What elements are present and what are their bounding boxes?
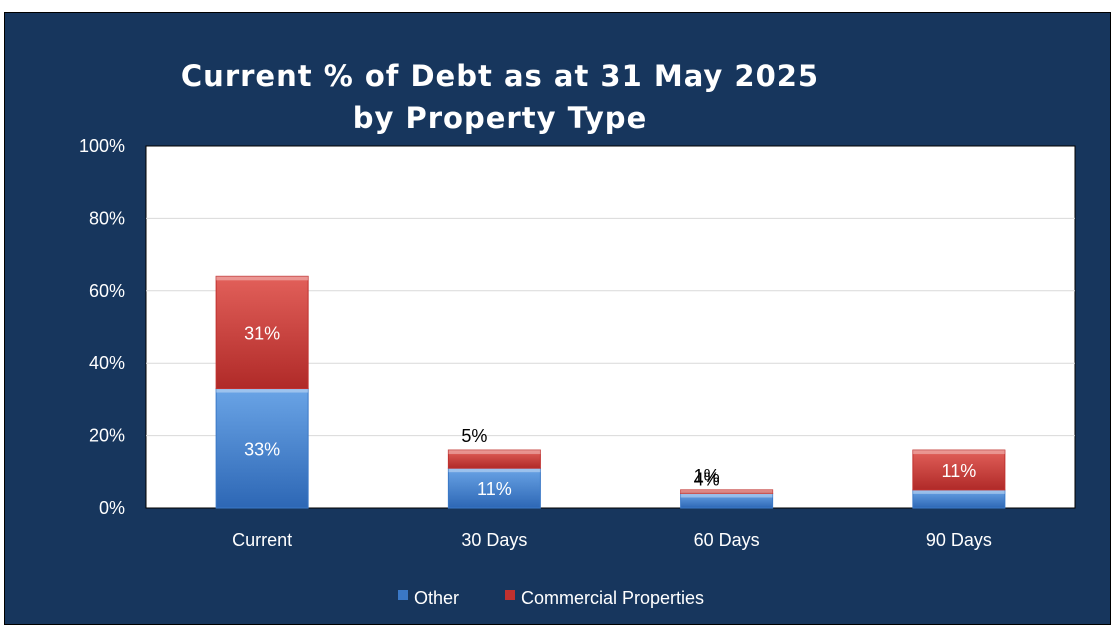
data-label: 1%	[694, 466, 720, 486]
bar-bevel	[680, 489, 773, 494]
x-tick-label: 90 Days	[926, 530, 992, 550]
y-tick-label: 60%	[89, 281, 125, 301]
x-tick-label: 60 Days	[694, 530, 760, 550]
bar-bevel	[216, 276, 309, 281]
data-label: 11%	[477, 479, 512, 499]
bar-bevel	[680, 493, 773, 498]
x-tick-label: Current	[232, 530, 292, 550]
data-label: 4%	[694, 470, 720, 490]
data-label: 11%	[942, 461, 977, 481]
legend-label-1: Commercial Properties	[521, 588, 704, 608]
y-tick-label: 80%	[89, 208, 125, 228]
y-tick-label: 0%	[99, 498, 125, 518]
data-label: 5%	[461, 426, 487, 446]
bar-bevel	[216, 388, 309, 393]
bar-other-1	[447, 467, 541, 509]
bar-bevel	[448, 468, 541, 473]
chart-title-line-2: by Property Type	[353, 101, 648, 135]
bar-commercial-0	[215, 275, 309, 390]
legend-label-0: Other	[414, 588, 459, 608]
y-axis: 0% 20% 40% 60% 80% 100%	[79, 136, 125, 518]
y-tick-label: 40%	[89, 353, 125, 373]
legend: Other Commercial Properties	[398, 588, 704, 608]
data-label: 31%	[244, 323, 280, 343]
bar-commercial-2	[680, 489, 774, 495]
x-tick-label: 30 Days	[461, 530, 527, 550]
bar-other-0	[215, 388, 309, 509]
y-tick-label: 100%	[79, 136, 125, 156]
bar-commercial-1	[447, 449, 541, 469]
bar-bevel	[912, 489, 1005, 494]
bar-bevel	[912, 450, 1005, 455]
bar-bevel	[448, 450, 541, 455]
bars: 33%31%11%5%4%1%5%11%	[215, 275, 1006, 509]
chart-title-line-1: Current % of Debt as at 31 May 2025	[181, 59, 819, 93]
x-axis: Current 30 Days 60 Days 90 Days	[232, 530, 992, 550]
legend-swatch-1	[505, 590, 515, 600]
data-label: 33%	[244, 439, 280, 459]
y-tick-label: 20%	[89, 426, 125, 446]
bar-commercial-3	[912, 449, 1006, 491]
legend-swatch-0	[398, 590, 408, 600]
chart-outer-border	[4, 12, 1111, 625]
